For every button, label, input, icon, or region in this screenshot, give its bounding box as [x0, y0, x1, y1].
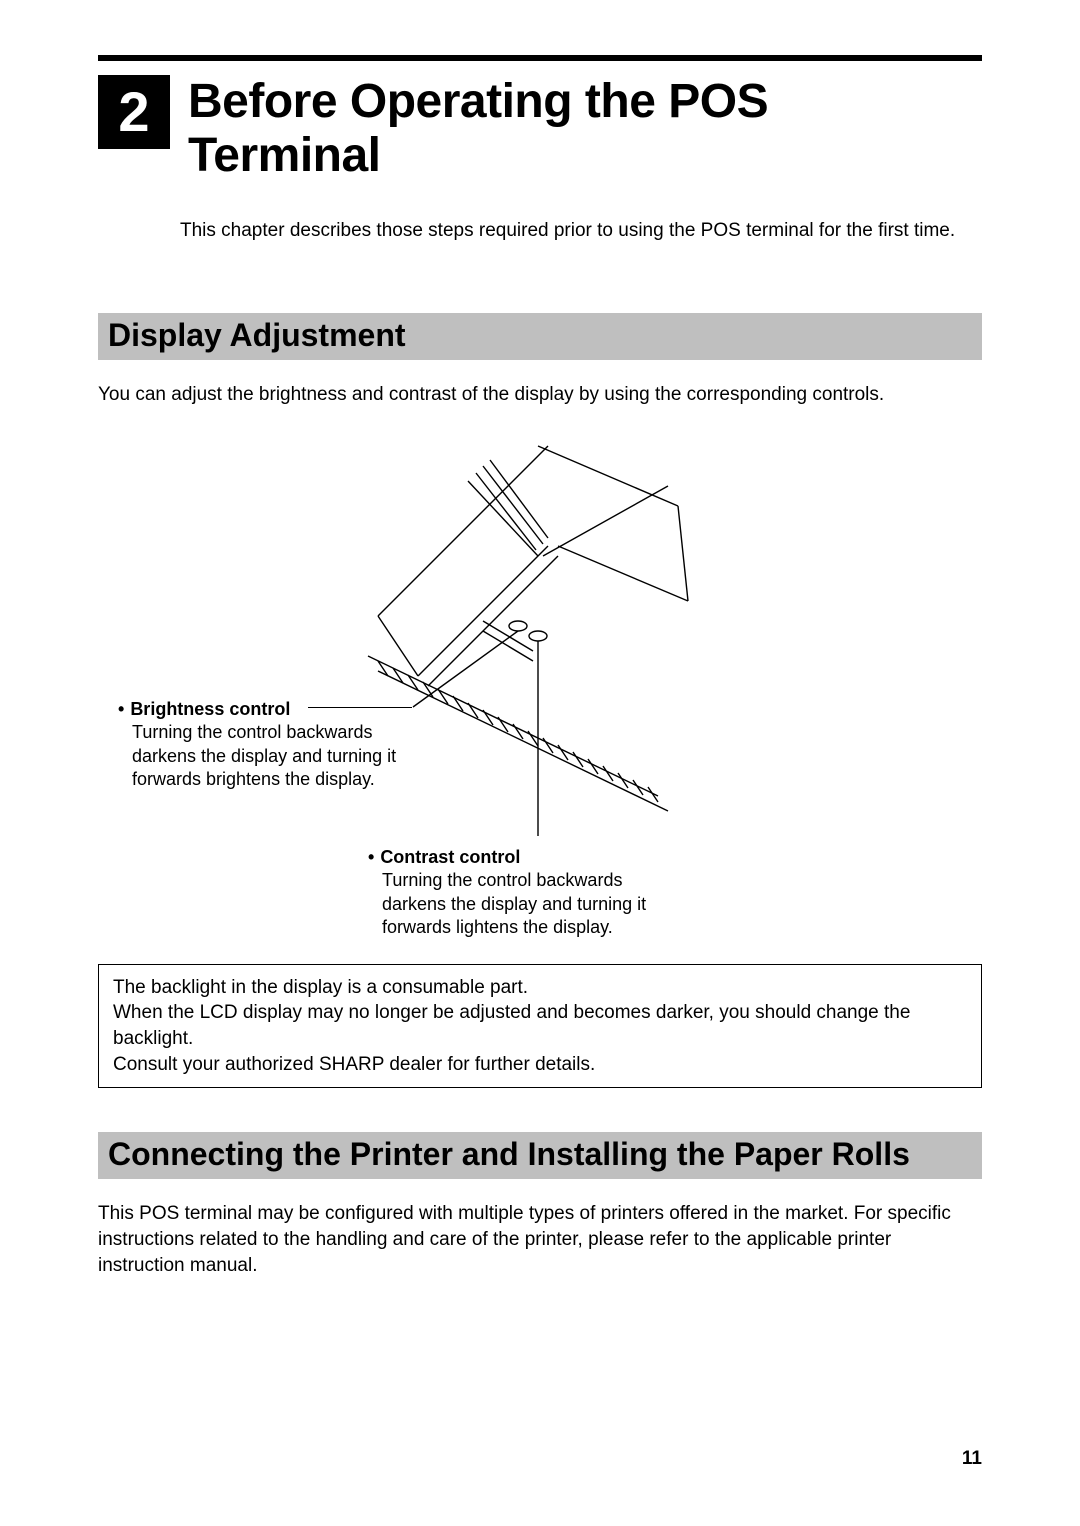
- brightness-label: Brightness control: [130, 698, 290, 721]
- brightness-callout: • Brightness control Turning the control…: [118, 698, 418, 792]
- page-number: 11: [962, 1448, 982, 1470]
- chapter-number-badge: 2: [98, 75, 170, 149]
- note-line2: When the LCD display may no longer be ad…: [113, 1000, 967, 1051]
- bullet-icon: •: [368, 846, 374, 869]
- display-diagram: • Brightness control Turning the control…: [98, 426, 982, 946]
- contrast-desc: Turning the control backwards darkens th…: [382, 869, 688, 939]
- contrast-callout: • Contrast control Turning the control b…: [368, 846, 688, 940]
- chapter-title: Before Operating the POS Terminal: [188, 75, 768, 183]
- connecting-printer-body: This POS terminal may be configured with…: [98, 1201, 982, 1278]
- chapter-header: 2 Before Operating the POS Terminal: [98, 75, 982, 183]
- section-heading-display-adjustment: Display Adjustment: [98, 313, 982, 360]
- top-rule: [98, 55, 982, 61]
- chapter-title-line2: Terminal: [188, 129, 381, 182]
- bullet-icon: •: [118, 698, 124, 721]
- backlight-note: The backlight in the display is a consum…: [98, 964, 982, 1089]
- section-heading-connecting-printer: Connecting the Printer and Installing th…: [98, 1132, 982, 1179]
- brightness-desc: Turning the control backwards darkens th…: [132, 721, 418, 791]
- contrast-label: Contrast control: [380, 846, 520, 869]
- note-line3: Consult your authorized SHARP dealer for…: [113, 1052, 967, 1078]
- chapter-intro: This chapter describes those steps requi…: [180, 219, 982, 244]
- chapter-number: 2: [118, 84, 149, 140]
- display-adjustment-intro: You can adjust the brightness and contra…: [98, 382, 982, 408]
- chapter-title-line1: Before Operating the POS: [188, 75, 768, 128]
- note-line1: The backlight in the display is a consum…: [113, 975, 967, 1001]
